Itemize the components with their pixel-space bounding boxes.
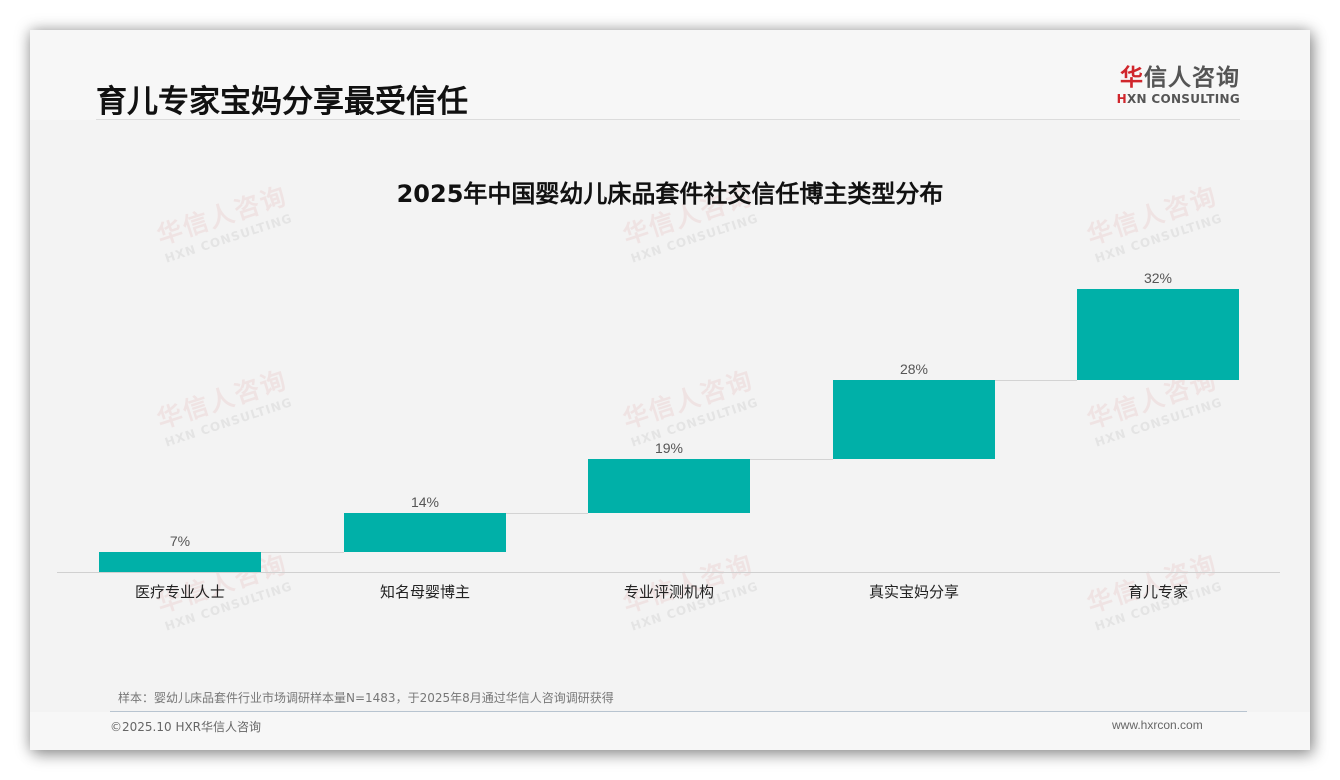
website-link[interactable]: www.hxrcon.com: [1112, 718, 1203, 732]
slide: 华信人咨询 HXN CONSULTING 华信人咨询 HXN CONSULTING …: [30, 30, 1310, 750]
bar-parenting-experts: [1077, 289, 1239, 380]
company-logo: 华信人咨询 HXN CONSULTING: [1112, 64, 1240, 106]
value-label: 14%: [410, 493, 440, 510]
x-axis-line: [57, 572, 1280, 573]
footer-divider: [110, 711, 1247, 712]
bar-famous-parenting-bloggers: [344, 512, 506, 553]
bar-medical-professionals: [99, 552, 261, 572]
connector-line: [750, 458, 833, 460]
footer-band: [30, 712, 1310, 750]
value-label: 19%: [654, 439, 684, 456]
category-label: 育儿专家: [1127, 583, 1188, 601]
category-label: 真实宝妈分享: [868, 583, 959, 601]
bar-real-mom-sharing: [833, 379, 995, 459]
copyright: ©2025.10 HXR华信人咨询: [110, 720, 262, 734]
connector-line: [261, 552, 344, 554]
category-label: 专业评测机构: [623, 583, 714, 601]
page-title: 育儿专家宝妈分享最受信任: [96, 84, 468, 120]
header-band: [30, 30, 1310, 120]
value-label: 7%: [169, 533, 191, 550]
category-label: 知名母婴博主: [379, 583, 470, 601]
value-label: 28%: [899, 360, 929, 377]
category-label: 医疗专业人士: [134, 583, 225, 601]
logo-cn: 华信人咨询: [1120, 65, 1240, 91]
bar-professional-review-agencies: [588, 458, 750, 513]
connector-line: [506, 512, 588, 514]
header-divider: [96, 119, 1240, 120]
value-label: 32%: [1143, 270, 1173, 286]
connector-line: [995, 379, 1077, 381]
chart-title: 2025年中国婴幼儿床品套件社交信任博主类型分布: [396, 180, 944, 208]
sample-note: 样本：婴幼儿床品套件行业市场调研样本量N=1483，于2025年8月通过华信人咨…: [118, 691, 614, 705]
logo-en: HXN CONSULTING: [1116, 92, 1240, 106]
waterfall-chart: 7% 14% 19% 28% 32% 医疗专业人士 知名母婴博主 专业评测机构 …: [30, 30, 1310, 750]
